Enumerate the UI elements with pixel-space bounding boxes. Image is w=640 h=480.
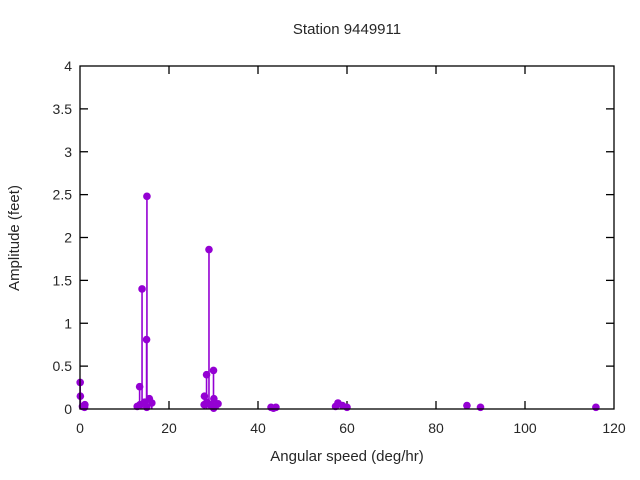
axis-tick-labels: 0 20 40 60 80 100 120 0 0.5 1 1.5 2 2.5 3 3.5 4: [53, 58, 626, 436]
x-tick-label: 80: [428, 420, 444, 436]
data-series: [76, 192, 600, 412]
x-tick-label: 100: [513, 420, 537, 436]
plot-border: [79, 65, 615, 410]
data-point: [343, 403, 351, 412]
x-tick-label: 40: [250, 420, 266, 436]
y-axis-label: Amplitude (feet): [6, 185, 23, 291]
data-point: [81, 400, 89, 409]
y-tick-label: 4: [64, 58, 72, 74]
y-tick-label: 0.5: [53, 358, 73, 374]
y-tick-label: 0: [64, 401, 72, 417]
y-tick-label: 1.5: [53, 272, 73, 288]
chart-title: Station 9449911: [293, 21, 401, 38]
axis-ticks: [80, 66, 614, 409]
y-tick-label: 1: [64, 315, 72, 331]
data-point: [148, 399, 156, 407]
y-tick-label: 3: [64, 144, 72, 160]
y-tick-label: 3.5: [53, 101, 73, 117]
data-point: [209, 366, 218, 375]
data-point: [463, 401, 471, 410]
data-point: [476, 403, 485, 412]
data-point: [272, 403, 280, 412]
data-point: [210, 394, 218, 403]
data-point: [592, 403, 600, 412]
x-tick-label: 120: [602, 420, 626, 436]
x-tick-label: 60: [339, 420, 355, 436]
x-tick-label: 20: [161, 420, 177, 436]
y-tick-label: 2: [64, 230, 72, 246]
data-point: [143, 192, 151, 201]
data-point: [214, 400, 222, 408]
data-point: [138, 285, 146, 293]
y-tick-label: 2.5: [53, 187, 73, 203]
data-point: [205, 245, 213, 254]
x-tick-label: 0: [76, 420, 84, 436]
x-axis-label: Angular speed (deg/hr): [270, 448, 423, 465]
